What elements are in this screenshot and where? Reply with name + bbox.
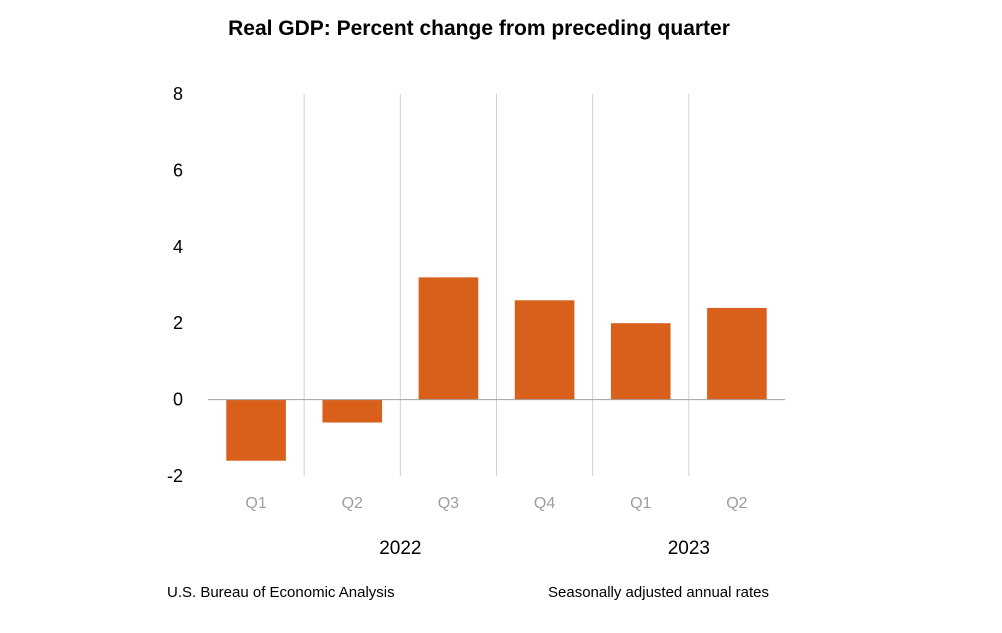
year-label-2023: 2023 <box>668 538 710 559</box>
x-tick-label: Q2 <box>342 495 363 512</box>
y-axis-ticks: -2 0 2 4 6 8 <box>167 84 183 486</box>
chart-panel: Real GDP: Percent change from preceding … <box>133 0 805 620</box>
year-label-2022: 2022 <box>379 538 421 559</box>
x-tick-label: Q3 <box>438 495 459 512</box>
y-tick-label: -2 <box>167 466 183 486</box>
bar-q4-3 <box>514 300 575 400</box>
y-tick-label: 8 <box>173 84 183 104</box>
y-tick-label: 4 <box>173 237 183 257</box>
x-tick-label: Q1 <box>630 495 651 512</box>
bars-layer <box>226 277 767 461</box>
x-tick-label: Q4 <box>534 495 555 512</box>
source-note: U.S. Bureau of Economic Analysis <box>167 584 395 601</box>
bar-q2-5 <box>707 307 767 400</box>
bar-q1-4 <box>610 323 671 400</box>
bar-q1-0 <box>226 399 286 461</box>
grid-layer <box>303 94 690 476</box>
bar-q3-2 <box>418 277 479 400</box>
gdp-bar-chart: Real GDP: Percent change from preceding … <box>167 17 785 601</box>
x-axis-groups: 2022 2023 <box>379 538 710 559</box>
x-tick-label: Q1 <box>245 495 266 512</box>
x-tick-label: Q2 <box>726 495 747 512</box>
chart-title: Real GDP: Percent change from preceding … <box>228 17 730 40</box>
y-tick-label: 2 <box>173 313 183 333</box>
rate-note: Seasonally adjusted annual rates <box>548 584 769 601</box>
x-axis-ticks: Q1 Q2 Q3 Q4 Q1 Q2 <box>245 495 747 512</box>
y-tick-label: 0 <box>173 390 183 410</box>
bar-q2-1 <box>322 399 383 423</box>
y-tick-label: 6 <box>173 160 183 180</box>
